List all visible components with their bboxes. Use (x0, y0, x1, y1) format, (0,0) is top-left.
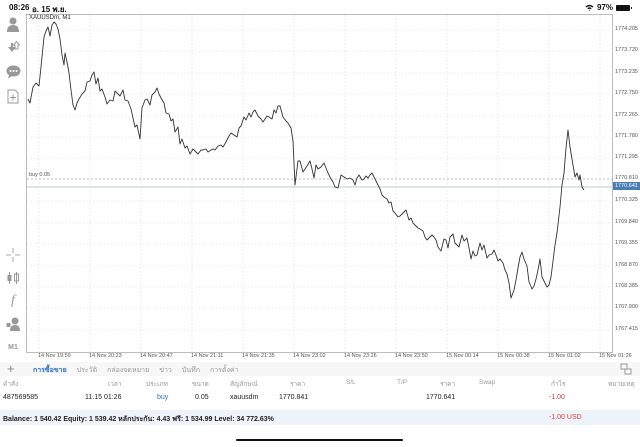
price-tick: 1773.235 (615, 69, 638, 75)
order-symbol: xauusdm (230, 394, 259, 401)
time-tick: 14 Nov 21:35 (242, 353, 275, 359)
account-summary: Balance: 1 540.42 Equity: 1 539.42 หลักป… (0, 410, 640, 425)
price-tick: 1770.810 (615, 175, 638, 181)
tab-trade[interactable]: การซื้อขาย (33, 367, 67, 374)
price-tick: 1767.415 (615, 326, 638, 332)
tabs: การซื้อขาย ประวัติ กล่องจดหมาย ข่าว บันท… (33, 365, 238, 376)
time-tick: 14 Nov 20:23 (89, 353, 122, 359)
status-date: อ. 15 พ.ย. (32, 5, 67, 14)
time-axis: 14 Nov 19:59 14 Nov 20:23 14 Nov 20:47 1… (26, 353, 640, 363)
tab-mailbox[interactable]: กล่องจดหมาย (107, 367, 150, 374)
indicators-icon[interactable]: f (11, 293, 15, 308)
header-current-price: ราคา (440, 381, 456, 388)
time-tick: 14 Nov 20:47 (140, 353, 173, 359)
price-line (27, 21, 585, 299)
header-tp: T/P (397, 379, 408, 386)
order-line-label: buy 0.05 (29, 172, 51, 178)
tab-history[interactable]: ประวัติ (76, 367, 98, 374)
price-tick: 1771.295 (615, 154, 638, 160)
price-chart[interactable] (26, 14, 614, 354)
header-time: เวลา (108, 381, 122, 388)
left-toolbar: f M1 (0, 14, 26, 354)
header-symbol: สัญลักษณ์ (230, 381, 258, 388)
header-comment: หมายเหตุ (608, 381, 635, 388)
status-bar: 08:26 อ. 15 พ.ย. 97% (0, 0, 640, 14)
order-id: 487569585 (3, 394, 39, 401)
time-tick: 14 Nov 23:50 (395, 353, 428, 359)
time-tick: 14 Nov 21:11 (191, 353, 224, 359)
time-tick: 14 Nov 23:02 (293, 353, 326, 359)
price-tick: 1768.870 (615, 262, 638, 268)
header-price: ราคา (290, 381, 306, 388)
symbol-label: XAUUSDm, M1 (29, 15, 71, 21)
price-tick: 1770.325 (615, 197, 638, 203)
order-open-price: 1770.841 (279, 394, 309, 401)
price-tick: 1767.900 (615, 304, 638, 310)
price-axis: 1774.205 1773.720 1773.235 1772.750 1772… (613, 14, 640, 354)
chart-plot (27, 15, 614, 354)
timeframe-button[interactable]: M1 (8, 343, 18, 351)
account-icon[interactable] (5, 16, 21, 32)
price-tick: 1774.205 (615, 26, 638, 32)
battery-icon (616, 4, 632, 11)
battery-percent: 97% (596, 3, 613, 12)
status-indicators: 97% (585, 3, 632, 12)
header-profit: กำไร (551, 381, 566, 388)
tab-journal[interactable]: บันทึก (181, 367, 200, 374)
price-tick: 1772.265 (615, 112, 638, 118)
trade-icon[interactable] (5, 40, 21, 56)
time-tick: 15 Nov 00:14 (446, 353, 479, 359)
bottom-tabs-bar: + การซื้อขาย ประวัติ กล่องจดหมาย ข่าว บั… (0, 362, 640, 376)
objects-icon[interactable] (5, 316, 21, 332)
order-current-price: 1770.641 (426, 394, 456, 401)
tab-settings[interactable]: การตั้งค่า (209, 367, 239, 374)
price-tick: 1769.355 (615, 240, 638, 246)
balance-summary: Balance: 1 540.42 Equity: 1 539.42 หลักป… (3, 416, 274, 423)
price-tick: 1771.780 (615, 133, 638, 139)
total-profit: -1.00 USD (549, 414, 582, 421)
order-type: buy (157, 394, 169, 401)
time-tick: 15 Nov 01:02 (548, 353, 581, 359)
header-type: ประเภท (146, 381, 168, 388)
header-volume: ขนาด (192, 381, 209, 388)
time-tick: 14 Nov 19:59 (38, 353, 71, 359)
chat-icon[interactable] (5, 64, 21, 80)
price-tick: 1768.385 (615, 283, 638, 289)
wifi-icon (585, 4, 594, 11)
status-time: 08:26 (9, 3, 30, 12)
time-tick: 15 Nov 01:26 (599, 353, 632, 359)
price-tick: 1772.750 (615, 90, 638, 96)
crosshair-icon[interactable] (5, 247, 21, 263)
time-tick: 15 Nov 00:38 (497, 353, 530, 359)
order-profit: -1.00 (549, 394, 565, 401)
add-icon[interactable]: + (7, 361, 15, 376)
order-volume: 0.05 (195, 394, 209, 401)
chart-type-icon[interactable] (5, 270, 21, 286)
current-price-label: 1770.641 (613, 182, 640, 190)
home-indicator[interactable] (236, 439, 403, 441)
layout-icon[interactable] (620, 363, 632, 375)
order-time: 11.15 01:26 (85, 394, 122, 401)
chart-grid (27, 15, 614, 354)
price-tick: 1773.720 (615, 47, 638, 53)
header-order: คำสั่ง (3, 381, 19, 388)
position-row[interactable]: 487569585 11.15 01:26 buy 0.05 xauusdm 1… (0, 394, 640, 408)
positions-table-header: คำสั่ง เวลา ประเภท ขนาด สัญลักษณ์ ราคา S… (0, 379, 640, 391)
header-sl: S/L (346, 379, 356, 386)
new-order-icon[interactable] (5, 88, 21, 104)
tab-news[interactable]: ข่าว (159, 367, 172, 374)
time-tick: 14 Nov 23:26 (344, 353, 377, 359)
header-swap: Swap (479, 379, 496, 386)
price-tick: 1769.840 (615, 219, 638, 225)
